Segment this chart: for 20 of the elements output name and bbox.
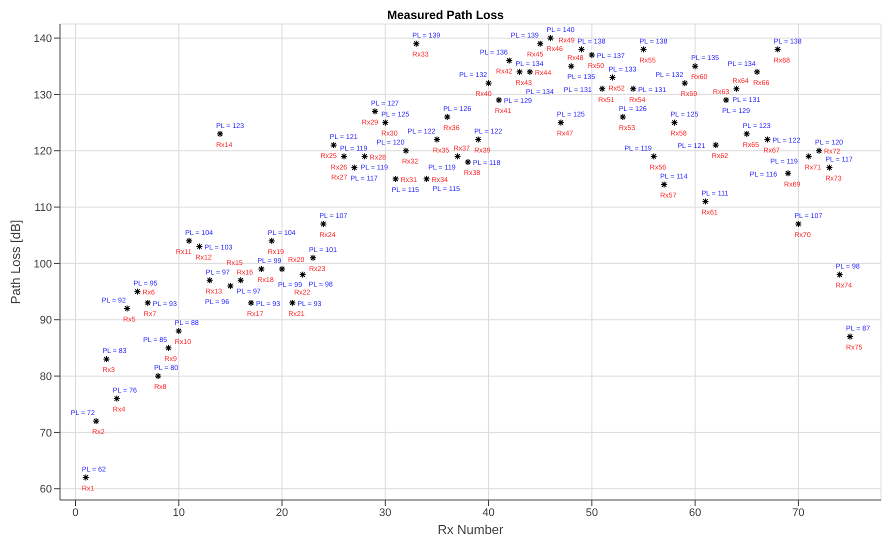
y-tick-label: 100 [34,258,52,270]
y-tick-label: 120 [34,146,52,158]
x-tick-label: 60 [688,506,702,519]
y-tick-label: 130 [34,89,52,102]
x-tick-label: 50 [586,506,598,519]
y-tick-label: 80 [40,370,52,383]
y-axis-title: Path Loss [dB] [8,220,23,304]
x-tick-label: 40 [482,506,495,519]
chart-title: Measured Path Loss [386,8,505,22]
y-tick-label: 70 [40,427,52,440]
x-tick-label: 30 [379,506,392,519]
y-tick-label: 140 [34,32,52,45]
x-tick-label: 70 [792,506,805,519]
x-tick-label: 20 [276,506,288,519]
x-axis-title: Rx Number [438,522,504,537]
y-tick-label: 110 [34,202,52,214]
x-tick-label: 10 [172,506,185,519]
y-tick-label: 60 [40,484,52,496]
x-tick-label: 0 [72,506,79,519]
y-tick-label: 90 [40,314,52,327]
